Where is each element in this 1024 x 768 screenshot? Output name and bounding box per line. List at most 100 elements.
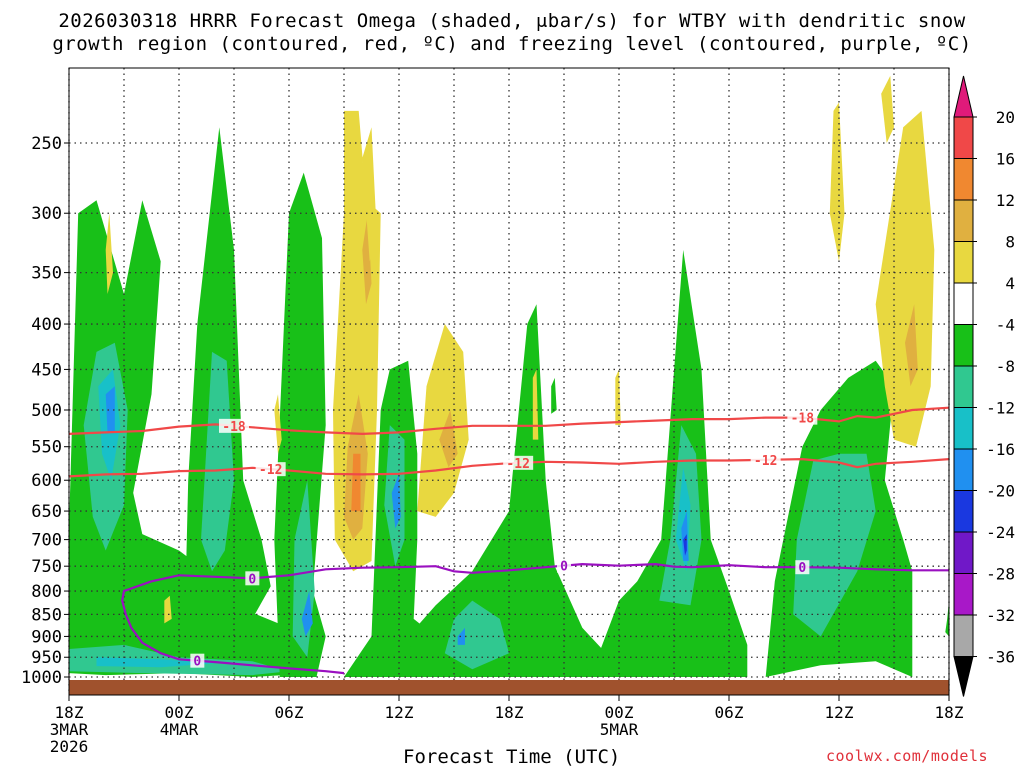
omega-shade-region: [417, 324, 469, 517]
time-tick-label: 12Z: [385, 703, 414, 722]
time-tick-label: 5MAR: [600, 720, 639, 739]
pressure-axis: 2503003504004505005506006507007508008509…: [21, 134, 69, 688]
pressure-tick-label: 250: [31, 134, 62, 154]
colorbar-swatch: [953, 116, 974, 159]
time-tick-label: 4MAR: [160, 720, 199, 739]
colorbar: 20 16 12 8 4 -4 -8 -12 -16 -20 -24 -28 -32 -36: [953, 75, 1015, 697]
colorbar-label: -12: [986, 399, 1015, 418]
omega-shade-region: [881, 75, 894, 143]
omega-shade-region: [905, 304, 918, 387]
omega-shade-region: [408, 304, 610, 677]
colorbar-swatch: [953, 365, 974, 408]
colorbar-swatch: [953, 75, 974, 118]
time-tick-label: 00Z: [605, 703, 634, 722]
pressure-tick-label: 700: [31, 531, 62, 551]
contour-label: -18: [222, 420, 246, 435]
contour-label: -18: [791, 412, 815, 427]
contour-label-bg: [787, 410, 818, 425]
omega-shade-region: [439, 410, 458, 468]
omega-shade-region: [829, 102, 845, 262]
colorbar-label: -24: [986, 523, 1015, 542]
contour-label: 0: [193, 655, 201, 670]
time-tick-label: 06Z: [715, 703, 744, 722]
freezing-level-low-contour: [121, 574, 345, 675]
pressure-tick-label: 950: [31, 648, 62, 668]
colorbar-swatch: [953, 282, 974, 325]
contour-label-bg: [503, 455, 534, 470]
colorbar-swatch: [953, 531, 974, 574]
omega-shade-region: [301, 591, 313, 637]
pressure-tick-label: 900: [31, 627, 62, 647]
omega-shade-region: [444, 600, 509, 670]
colorbar-label: -28: [986, 565, 1015, 584]
omega-shade-region: [793, 453, 876, 637]
omega-shade-region: [105, 213, 113, 294]
pressure-tick-label: 400: [31, 315, 62, 335]
colorbar-label: -36: [986, 648, 1015, 667]
omega-shade-region: [69, 200, 317, 677]
colorbar-swatch: [953, 656, 974, 697]
time-tick-label: 06Z: [275, 703, 304, 722]
pressure-tick-label: 650: [31, 502, 62, 522]
colorbar-swatch: [953, 407, 974, 450]
pressure-tick-label: 850: [31, 605, 62, 625]
pressure-tick-label: 550: [31, 438, 62, 458]
colorbar-label: 4: [1005, 274, 1015, 293]
colorbar-label: -8: [996, 357, 1015, 376]
time-tick-label: 18Z: [935, 703, 964, 722]
colorbar-swatch: [953, 324, 974, 367]
x-axis-label: Forecast Time (UTC): [403, 746, 621, 768]
colorbar-swatch: [953, 614, 974, 657]
time-tick-label: 2026: [50, 737, 89, 756]
colorbar-swatch: [953, 490, 974, 533]
omega-shade-region: [362, 127, 377, 262]
credit-link[interactable]: coolwx.com/models: [826, 747, 989, 765]
omega-shade-region: [945, 600, 949, 637]
contour-label: 0: [560, 560, 568, 575]
colorbar-label: -32: [986, 606, 1015, 625]
omega-shade-region: [457, 627, 465, 645]
pressure-tick-label: 750: [31, 557, 62, 577]
pressure-tick-label: 800: [31, 582, 62, 602]
time-tick-label: 18Z: [55, 703, 84, 722]
pressure-tick-label: 500: [31, 401, 62, 421]
time-tick-label: 18Z: [495, 703, 524, 722]
colorbar-swatch: [953, 573, 974, 616]
omega-shade-region: [532, 369, 539, 440]
omega-shade-region: [615, 369, 621, 426]
colorbar-label: -16: [986, 440, 1015, 459]
colorbar-label: 8: [1005, 233, 1015, 252]
time-tick-label: 12Z: [825, 703, 854, 722]
contour-label-bg: [245, 571, 260, 586]
contour-label-bg: [255, 462, 286, 477]
colorbar-label: 12: [996, 191, 1015, 210]
omega-shade-region: [105, 386, 115, 433]
colorbar-label: 16: [996, 150, 1015, 169]
contour-label: -12: [754, 454, 777, 469]
colorbar-label: -4: [996, 316, 1015, 335]
contour-label-bg: [557, 558, 571, 573]
omega-shade-region: [351, 453, 361, 512]
omega-shade-region: [274, 394, 282, 454]
time-tick-label: 00Z: [165, 703, 194, 722]
contour-layer: -18 -18 -12 -12 -12 0 0 0 0: [69, 406, 949, 675]
contour-label: -12: [259, 463, 282, 478]
colorbar-label: 20: [996, 108, 1015, 127]
omega-shade-region: [164, 595, 172, 624]
colorbar-swatch: [953, 448, 974, 491]
omega-shading-layer: [69, 75, 949, 677]
contour-label: 0: [798, 561, 806, 576]
chart-title-line-2: growth region (contoured, red, ºC) and f…: [52, 33, 972, 55]
colorbar-swatch: [953, 158, 974, 201]
omega-shade-region: [681, 511, 689, 561]
pressure-tick-label: 450: [31, 360, 62, 380]
pressure-tick-label: 600: [31, 471, 62, 491]
pressure-tick-label: 300: [31, 204, 62, 224]
omega-shade-region: [274, 172, 326, 677]
time-tick-label: 3MAR: [50, 720, 89, 739]
colorbar-swatch: [953, 199, 974, 242]
omega-shade-region: [551, 377, 557, 414]
pressure-tick-label: 350: [31, 264, 62, 284]
